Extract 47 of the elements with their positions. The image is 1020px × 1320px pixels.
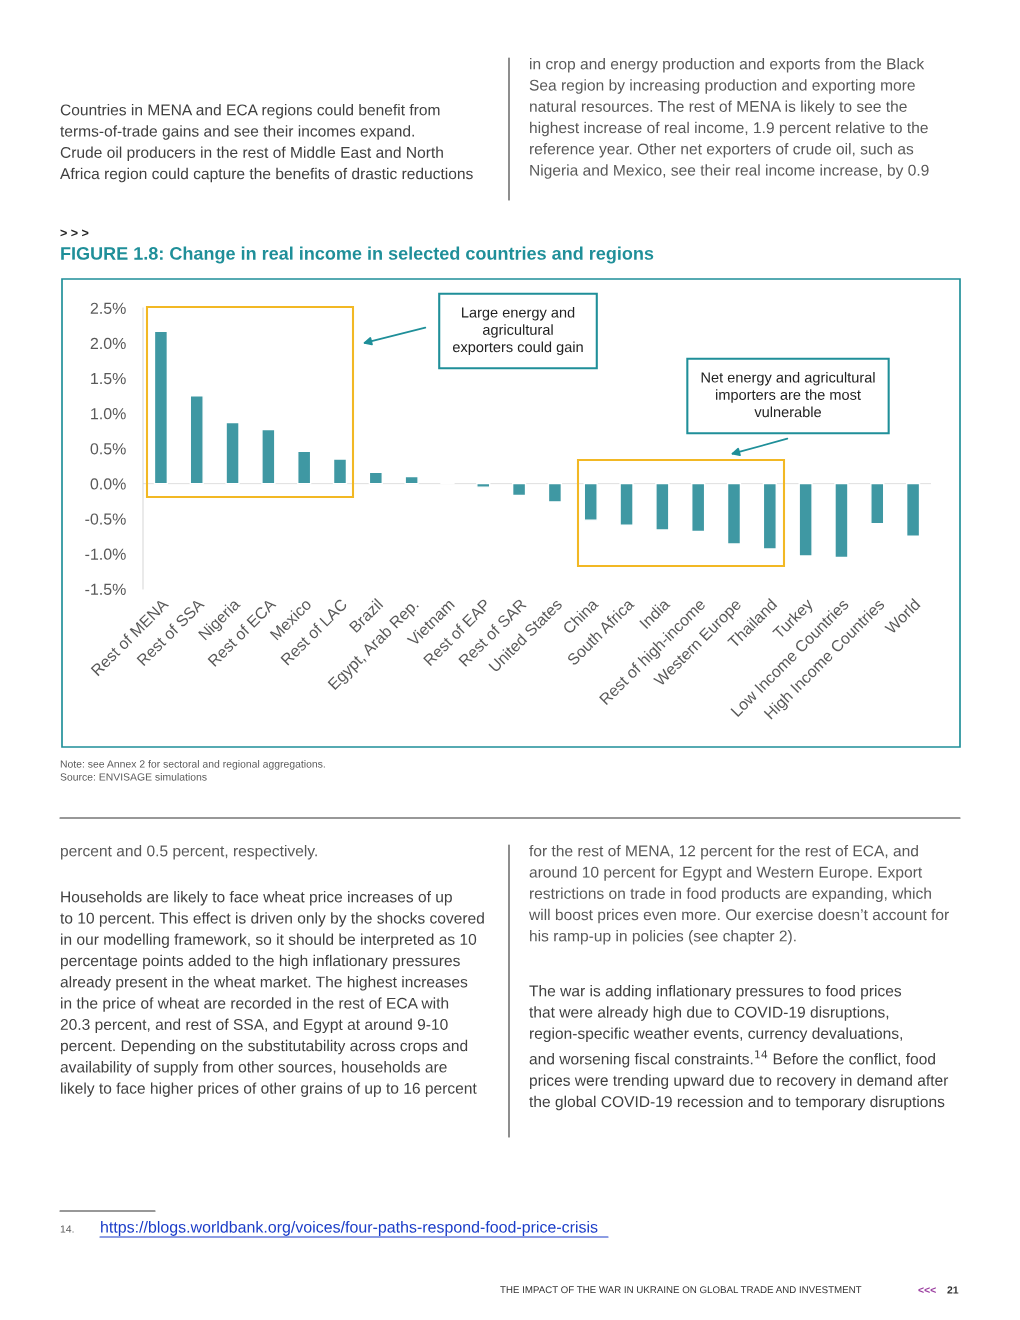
text: percent and 0.5 percent, respectively. (61, 845, 317, 860)
bar (297, 450, 312, 485)
text: https://blogs.worldbank.org/voices/four-paths-respond-food-price-crisis (101, 1221, 598, 1236)
text: 21 (947, 1286, 959, 1294)
annotation: Large energy and agricultural exporters could gain (452, 306, 583, 356)
text: in crop and energy production and exports from the Black Sea region by increasing production and exporting more natural resources. The rest of MENA is likely to see the highest increase of real income, 1.9 percent relative to the reference year. Other net exporters of crude oil, such as Nigeria and Mexico, see their real income increase, by 0.9 (529, 58, 929, 179)
bar (261, 428, 276, 485)
text: 14. (60, 1225, 74, 1233)
y-tick-label: 0.5% (90, 443, 126, 455)
y-tick-label: -1.0% (85, 548, 126, 560)
bar (404, 475, 419, 485)
chart-title: FIGURE 1.8: Change in real income in selected countries and regions (61, 246, 654, 264)
annotation: Net energy and agricultural importers are the most vulnerable (701, 371, 875, 418)
y-tick-label: -0.5% (85, 513, 126, 525)
y-tick-label: -1.5% (85, 583, 126, 595)
text: Households are likely to face wheat price increases of up to 10 percent. This effect is driven only by the shocks covered in our modelling framework, so it should be interpreted as 10 percentage points added to the high inflationary pressures already present in the wheat market. The highest increases in the price of wheat are recorded in the rest of ECA with 20.3 percent, and rest of SSA, and Egypt at around 9-10 percent. Depending on the substitutability across crops and availability of supply from other sources, households are likely to face higher prices of other grains of up to 16 percent (60, 891, 484, 1097)
bar (547, 482, 563, 503)
bar (583, 482, 598, 521)
bar (798, 482, 813, 557)
text: Note: see Annex 2 for sectoral and regional aggregations. (60, 760, 325, 770)
y-tick-label: 1.5% (91, 372, 126, 385)
bar (619, 482, 634, 526)
text: The war is adding inflationary pressures to food prices that were already high due to COVID-19 disruptions, region-specific weather events, currency devaluations, and worsening fiscal constraints.$^{14}$ Before the conflict, food prices were trending upward due to recovery in demand after the global COVID-19 recession and to temporary disruptions (529, 985, 949, 1111)
bar (476, 482, 491, 488)
bar (691, 482, 706, 533)
y-tick-label: 2.5% (90, 302, 126, 314)
bar (153, 330, 169, 485)
text: THE IMPACT OF THE WAR IN UKRAINE ON GLOBAL TRADE AND INVESTMENT (500, 1286, 862, 1294)
bar (189, 395, 204, 485)
bar (870, 482, 885, 525)
source-note: Source: ENVISAGE simulations (60, 773, 207, 781)
bar (368, 471, 383, 485)
y-tick-label: 0.0% (90, 478, 126, 490)
text: <<< (918, 1287, 936, 1293)
bar (762, 482, 777, 550)
y-tick-label: 2.0% (90, 337, 126, 350)
bar (511, 482, 527, 497)
bar (834, 482, 849, 559)
bar (655, 482, 670, 531)
text: Countries in MENA and ECA regions could benefit from terms-of-trade gains and see their incomes expand. Crude oil producers in the rest of Middle East and North Africa region could capture the benefits of drastic reductions (60, 104, 473, 183)
bar (726, 482, 742, 545)
bar (332, 458, 348, 485)
bar (905, 482, 921, 538)
y-tick-label: 1.0% (91, 408, 126, 420)
text: > > > (60, 229, 89, 237)
text: for the rest of MENA, 12 percent for the rest of ECA, and around 10 percent for Egypt and Western Europe. Export restrictions on trade in food products are expanding, which will boost prices even more. Our exercise doesn’t account for his ramp-up in policies (see chapter 2). (528, 845, 949, 945)
bar (225, 421, 240, 485)
